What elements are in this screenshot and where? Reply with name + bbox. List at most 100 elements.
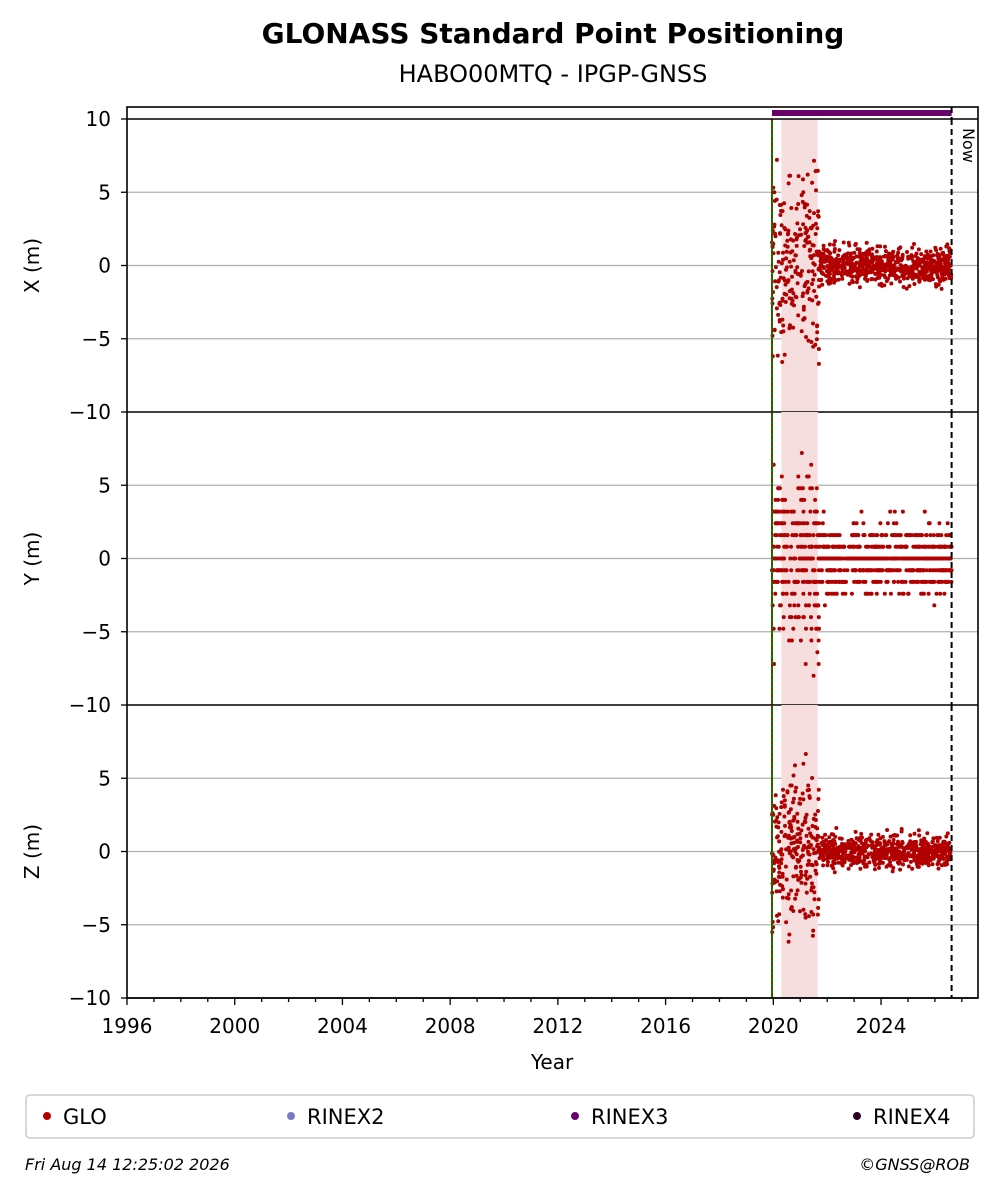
data-point bbox=[811, 928, 816, 933]
data-point bbox=[929, 845, 934, 850]
data-point bbox=[901, 276, 906, 281]
data-point bbox=[790, 298, 795, 303]
data-point bbox=[782, 834, 787, 839]
data-point bbox=[897, 568, 902, 573]
data-point bbox=[776, 825, 781, 830]
data-point bbox=[947, 556, 952, 561]
panel-3: 5 0 −5 −10 Z (m) bbox=[20, 705, 978, 1010]
data-point bbox=[814, 188, 818, 193]
data-point bbox=[776, 874, 781, 879]
y-tick-label: 5 bbox=[98, 766, 111, 790]
data-point bbox=[943, 846, 948, 850]
data-point bbox=[916, 864, 921, 869]
data-point bbox=[788, 173, 793, 178]
data-point bbox=[945, 862, 949, 867]
data-point bbox=[776, 497, 781, 502]
data-point bbox=[829, 556, 834, 561]
chart-subtitle: HABO00MTQ - IPGP-GNSS bbox=[399, 60, 708, 88]
data-point bbox=[816, 662, 821, 666]
data-point bbox=[796, 826, 801, 831]
data-point bbox=[883, 253, 888, 258]
data-point bbox=[827, 278, 832, 283]
data-point bbox=[900, 839, 905, 844]
data-point bbox=[794, 206, 799, 211]
data-point bbox=[839, 544, 844, 549]
data-point bbox=[782, 201, 787, 206]
data-point bbox=[777, 568, 782, 573]
data-point bbox=[943, 261, 948, 265]
data-point bbox=[792, 579, 797, 584]
data-point bbox=[887, 273, 892, 278]
data-point bbox=[845, 568, 850, 573]
data-point bbox=[803, 752, 808, 756]
data-point bbox=[772, 222, 777, 227]
data-point bbox=[939, 847, 944, 852]
data-point bbox=[814, 486, 819, 491]
data-point bbox=[789, 509, 794, 514]
data-point bbox=[782, 291, 787, 296]
x-tick-label: 2012 bbox=[532, 1014, 583, 1038]
data-point bbox=[773, 556, 778, 561]
data-point bbox=[782, 814, 787, 819]
data-point bbox=[783, 243, 788, 248]
data-point bbox=[930, 544, 935, 549]
data-point bbox=[796, 486, 801, 491]
data-point bbox=[852, 250, 857, 255]
data-point bbox=[890, 869, 895, 874]
data-point bbox=[901, 862, 905, 867]
data-point bbox=[795, 839, 800, 844]
y-tick-label: −10 bbox=[69, 400, 111, 424]
data-point bbox=[802, 316, 807, 321]
data-point bbox=[812, 851, 817, 856]
data-point bbox=[936, 855, 941, 860]
data-point bbox=[801, 304, 806, 309]
data-point bbox=[922, 509, 927, 514]
data-point bbox=[849, 863, 853, 868]
legend-marker bbox=[853, 1112, 861, 1120]
data-point bbox=[916, 828, 921, 833]
data-point bbox=[782, 798, 787, 803]
data-point bbox=[836, 860, 841, 865]
data-point bbox=[812, 272, 817, 277]
data-point bbox=[890, 843, 895, 848]
data-point bbox=[790, 854, 795, 858]
data-point bbox=[883, 533, 888, 538]
data-point bbox=[863, 841, 868, 845]
data-point bbox=[917, 833, 922, 838]
data-point bbox=[795, 272, 800, 276]
data-point bbox=[866, 843, 871, 848]
data-point bbox=[835, 271, 840, 276]
plot-panels: 10 5 0 −5 −10 X (m) 5 0 −5 −10 Y (m) 5 0 −5 −10 Z (m) No… bbox=[20, 106, 979, 1010]
data-point bbox=[813, 868, 818, 873]
data-point bbox=[873, 271, 878, 276]
data-point bbox=[883, 244, 887, 249]
data-points bbox=[770, 752, 953, 944]
data-point bbox=[816, 347, 821, 351]
data-point bbox=[870, 533, 875, 538]
data-point bbox=[815, 603, 820, 608]
data-point bbox=[874, 855, 879, 860]
data-point bbox=[786, 228, 791, 233]
data-point bbox=[863, 273, 868, 278]
x-axis: 1996 2000 2004 2008 2012 2016 2020 2024 bbox=[102, 998, 963, 1038]
data-point bbox=[938, 591, 943, 596]
data-point bbox=[801, 591, 806, 596]
data-point bbox=[855, 277, 860, 282]
data-point bbox=[910, 245, 915, 250]
data-point bbox=[779, 474, 784, 479]
data-point bbox=[941, 253, 946, 258]
data-point bbox=[798, 836, 803, 841]
data-point bbox=[859, 268, 864, 273]
data-point bbox=[851, 556, 855, 561]
data-point bbox=[814, 337, 819, 342]
data-point bbox=[815, 323, 820, 328]
data-point bbox=[806, 826, 811, 831]
data-point bbox=[809, 626, 814, 631]
data-point bbox=[915, 579, 920, 584]
data-point bbox=[821, 509, 826, 514]
data-point bbox=[861, 521, 866, 526]
data-point bbox=[924, 568, 929, 573]
data-point bbox=[784, 265, 789, 270]
data-point bbox=[790, 274, 794, 279]
data-point bbox=[816, 638, 821, 643]
